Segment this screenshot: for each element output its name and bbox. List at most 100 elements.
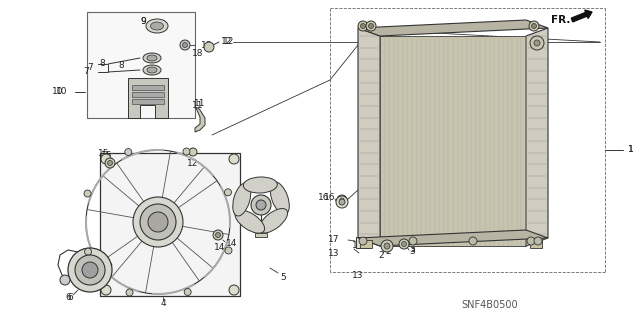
Bar xyxy=(360,240,372,248)
Circle shape xyxy=(216,233,221,238)
Circle shape xyxy=(84,248,92,255)
Ellipse shape xyxy=(235,210,264,233)
Circle shape xyxy=(337,195,347,205)
Circle shape xyxy=(101,154,111,164)
Circle shape xyxy=(336,196,348,208)
Text: 3: 3 xyxy=(409,248,415,256)
Bar xyxy=(132,99,164,104)
Circle shape xyxy=(381,240,393,252)
Circle shape xyxy=(527,237,535,245)
Polygon shape xyxy=(128,78,168,118)
Circle shape xyxy=(339,199,345,205)
Ellipse shape xyxy=(270,182,289,214)
Bar xyxy=(100,153,240,296)
Text: 8: 8 xyxy=(118,61,124,70)
Text: 12: 12 xyxy=(223,36,235,46)
Text: 17: 17 xyxy=(328,235,339,244)
Text: 14: 14 xyxy=(214,243,226,253)
Circle shape xyxy=(469,237,477,245)
Circle shape xyxy=(184,288,191,295)
Ellipse shape xyxy=(233,183,251,216)
Text: 2: 2 xyxy=(378,251,384,261)
Circle shape xyxy=(148,212,168,232)
Circle shape xyxy=(369,24,374,28)
Circle shape xyxy=(204,42,214,52)
Circle shape xyxy=(68,248,112,292)
Text: FR.: FR. xyxy=(550,15,570,25)
Bar xyxy=(356,237,370,248)
Circle shape xyxy=(140,204,176,240)
Text: 9: 9 xyxy=(140,18,146,26)
Text: 16: 16 xyxy=(362,182,374,190)
Circle shape xyxy=(409,237,417,245)
Text: 11: 11 xyxy=(192,100,204,109)
Polygon shape xyxy=(358,20,548,36)
Text: 7: 7 xyxy=(87,63,93,72)
Text: 9: 9 xyxy=(140,18,146,26)
Text: 17: 17 xyxy=(352,241,364,250)
Polygon shape xyxy=(358,230,548,246)
Text: 15: 15 xyxy=(101,151,113,160)
Text: 7: 7 xyxy=(83,68,89,77)
Text: 16: 16 xyxy=(317,194,329,203)
Bar xyxy=(87,12,195,118)
Text: 6: 6 xyxy=(65,293,71,302)
Text: 1: 1 xyxy=(628,145,634,154)
Ellipse shape xyxy=(150,22,163,30)
Circle shape xyxy=(401,241,406,247)
Bar xyxy=(132,92,164,97)
Text: 10: 10 xyxy=(52,87,64,97)
Polygon shape xyxy=(195,108,205,132)
Circle shape xyxy=(366,21,376,31)
Text: 15: 15 xyxy=(99,149,109,158)
Polygon shape xyxy=(526,28,548,246)
Circle shape xyxy=(340,198,344,202)
Text: 16: 16 xyxy=(324,192,336,202)
Circle shape xyxy=(529,21,539,31)
Circle shape xyxy=(213,230,223,240)
Circle shape xyxy=(75,255,105,285)
Circle shape xyxy=(180,40,190,50)
Text: SNF4B0500: SNF4B0500 xyxy=(461,300,518,310)
Text: 13: 13 xyxy=(328,249,339,257)
Ellipse shape xyxy=(243,177,277,193)
FancyArrow shape xyxy=(572,10,592,22)
Text: 18: 18 xyxy=(201,41,212,49)
Text: 1: 1 xyxy=(628,145,634,154)
Ellipse shape xyxy=(143,53,161,63)
Circle shape xyxy=(133,197,183,247)
Ellipse shape xyxy=(147,67,157,73)
Text: 2: 2 xyxy=(385,248,391,256)
Circle shape xyxy=(183,148,190,155)
Ellipse shape xyxy=(147,55,157,61)
Ellipse shape xyxy=(259,209,287,233)
Circle shape xyxy=(108,160,113,166)
Circle shape xyxy=(358,21,368,31)
Text: 6: 6 xyxy=(67,293,73,302)
Text: 8: 8 xyxy=(99,60,105,69)
Text: 4: 4 xyxy=(160,299,166,308)
Circle shape xyxy=(60,275,70,285)
Text: 10: 10 xyxy=(56,87,67,97)
Circle shape xyxy=(189,148,197,156)
Text: 13: 13 xyxy=(352,271,364,280)
Circle shape xyxy=(534,40,540,46)
Bar xyxy=(530,240,542,248)
Circle shape xyxy=(84,190,91,197)
Circle shape xyxy=(82,262,98,278)
Ellipse shape xyxy=(146,19,168,33)
Circle shape xyxy=(399,239,409,249)
Circle shape xyxy=(225,247,232,254)
Polygon shape xyxy=(358,28,380,246)
Circle shape xyxy=(125,149,132,156)
Text: 12: 12 xyxy=(221,38,233,47)
Circle shape xyxy=(534,237,542,245)
Text: 3: 3 xyxy=(409,246,415,255)
Text: 5: 5 xyxy=(280,272,286,281)
Text: 12: 12 xyxy=(188,159,198,167)
Text: 14: 14 xyxy=(226,239,237,248)
Circle shape xyxy=(126,289,133,296)
Circle shape xyxy=(182,42,188,48)
Text: 18: 18 xyxy=(192,49,204,58)
Circle shape xyxy=(359,237,367,245)
